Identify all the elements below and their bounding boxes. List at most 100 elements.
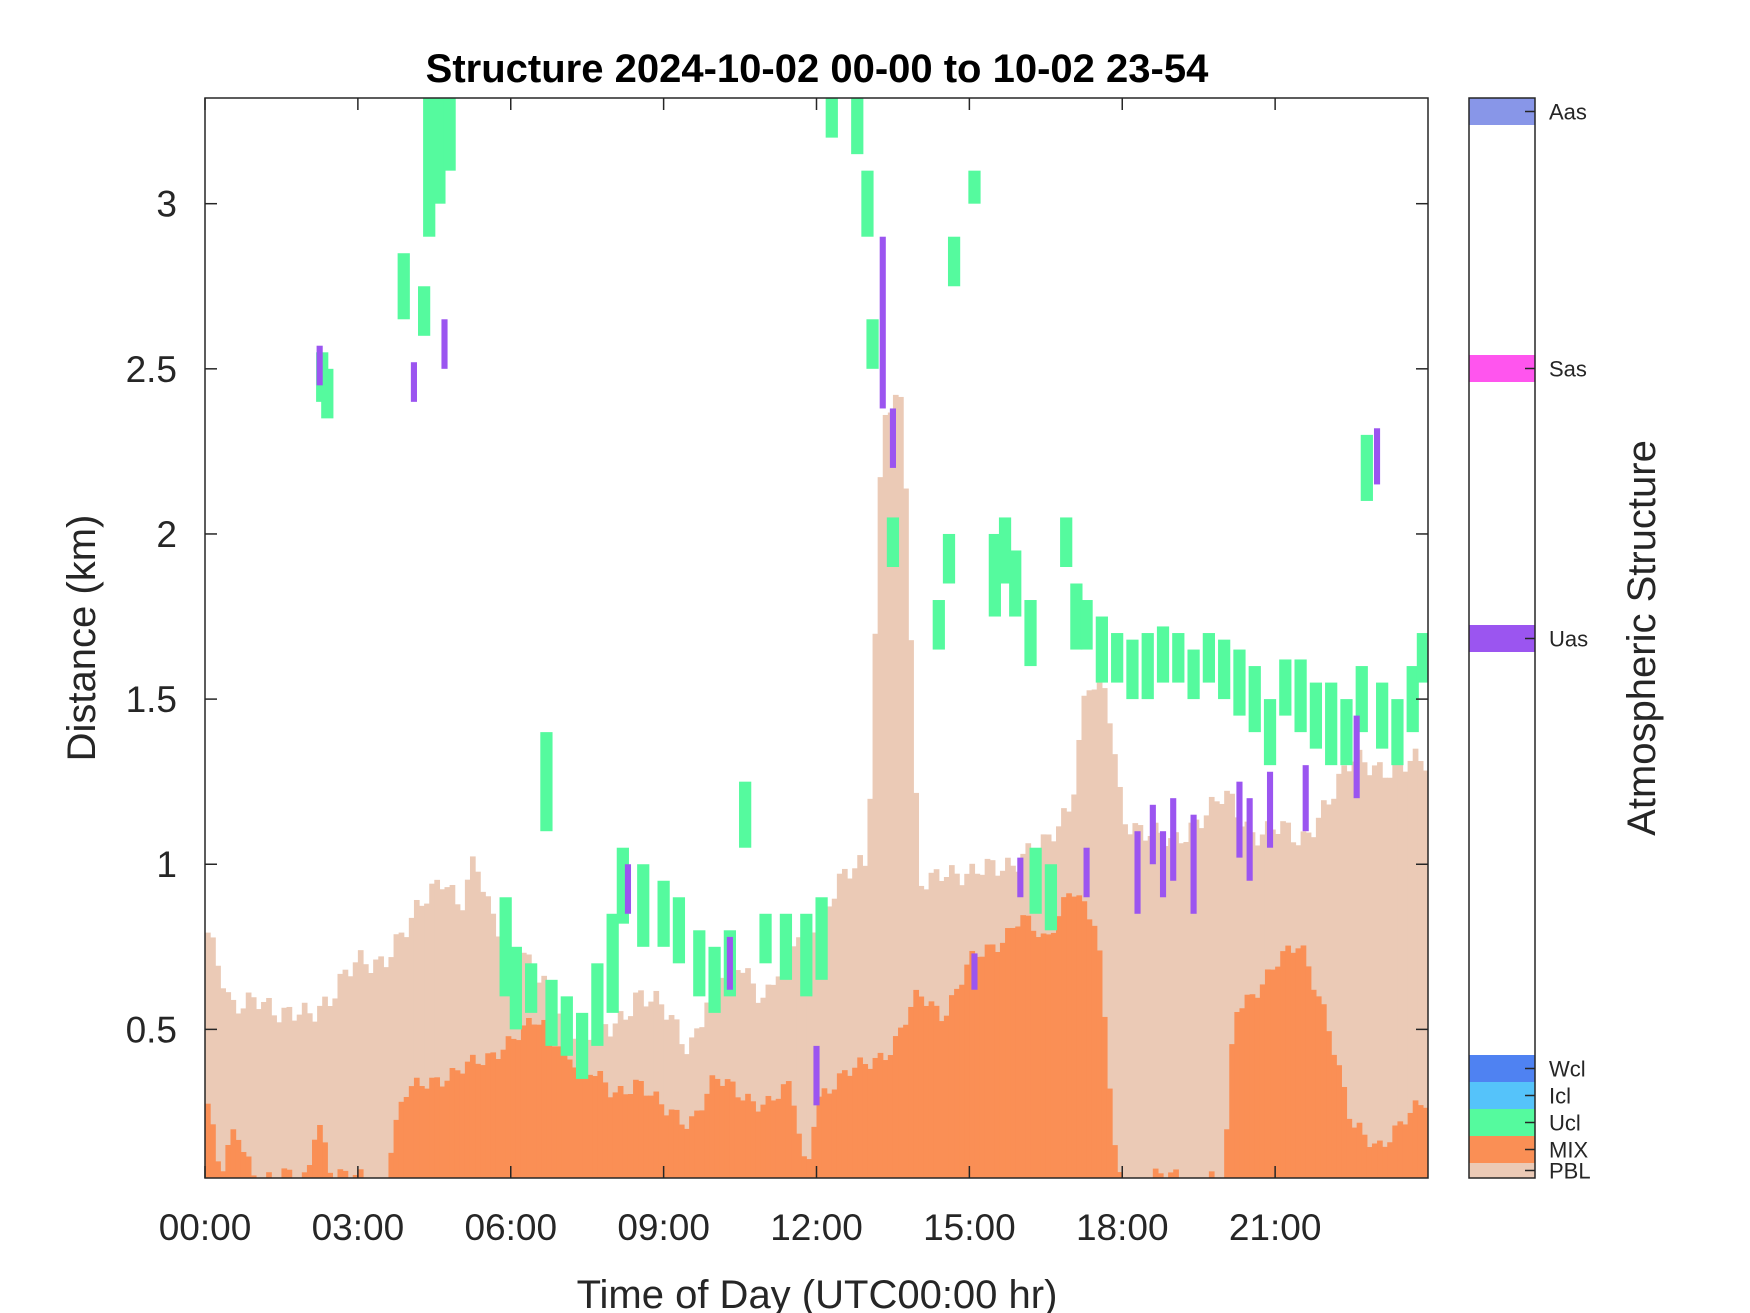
x-tick-label: 00:00 [159, 1207, 252, 1248]
ucl-cell [1263, 699, 1277, 766]
mix-column [322, 1142, 328, 1178]
pbl-column [1183, 841, 1190, 1178]
mix-column [434, 1077, 441, 1178]
colorbar-tick-label: Aas [1549, 100, 1587, 125]
mix-column [352, 1174, 359, 1178]
pbl-column [1422, 770, 1428, 1178]
pbl-column [1137, 825, 1144, 1178]
pbl-column [770, 984, 777, 1178]
mix-column [714, 1078, 721, 1178]
pbl-column [796, 937, 802, 1178]
colorbar-swatch [1469, 355, 1535, 382]
mix-column [1081, 901, 1088, 1178]
pbl-column [678, 1044, 685, 1178]
pbl-column [877, 477, 884, 1178]
mix-column [1239, 1008, 1246, 1178]
mix-column [536, 1024, 542, 1178]
pbl-column [1101, 688, 1108, 1178]
pbl-column [383, 967, 390, 1178]
ucl-cell [739, 781, 752, 848]
mix-column [607, 1097, 614, 1178]
colorbar-swatch [1469, 625, 1535, 652]
mix-column [571, 1067, 578, 1178]
pbl-column [1326, 804, 1332, 1178]
ucl-cell [1172, 633, 1185, 683]
colorbar-swatch [1469, 1109, 1535, 1136]
mix-column [704, 1093, 711, 1178]
pbl-column [806, 926, 813, 1178]
mix-column [791, 1105, 797, 1178]
x-axis-label: Time of Day (UTC00:00 hr) [577, 1273, 1058, 1313]
pbl-column [250, 997, 257, 1178]
pbl-column [775, 976, 782, 1178]
pbl-column [1219, 803, 1225, 1178]
uas-cell [1170, 798, 1177, 881]
mix-column [796, 1133, 802, 1178]
mix-column [286, 1169, 293, 1178]
pbl-column [760, 997, 767, 1178]
pbl-column [862, 865, 869, 1178]
ucl-cell [1218, 639, 1231, 700]
ucl-cell [1406, 666, 1419, 733]
mix-column [556, 1046, 563, 1178]
mix-column [1050, 932, 1057, 1178]
ucl-cell [672, 897, 686, 964]
colorbar-frame [1468, 97, 1536, 1179]
mix-column [424, 1088, 430, 1178]
ucl-cell [1156, 626, 1170, 683]
pbl-column [1142, 840, 1149, 1178]
pbl-column [892, 394, 899, 1178]
mix-column [1086, 919, 1093, 1178]
pbl-column [1122, 824, 1128, 1178]
mix-column [210, 1124, 216, 1178]
pbl-column [281, 1007, 288, 1178]
pbl-column [913, 792, 920, 1178]
mix-column [312, 1139, 318, 1178]
pbl-column [393, 934, 400, 1178]
pbl-column [1392, 760, 1399, 1178]
pbl-column [327, 1006, 333, 1178]
pbl-column [740, 972, 746, 1178]
mix-column [413, 1077, 420, 1178]
mix-column [1224, 1129, 1230, 1178]
pbl-column [729, 955, 736, 1178]
pbl-column [801, 920, 807, 1178]
mix-column [444, 1080, 451, 1178]
pbl-column [475, 871, 481, 1178]
ucl-cell [1202, 633, 1215, 683]
mix-column [1320, 1004, 1327, 1178]
pbl-column [480, 891, 486, 1178]
mix-column [938, 1021, 945, 1178]
mix-column [587, 1074, 593, 1178]
mix-column [755, 1111, 762, 1178]
mix-column [1244, 994, 1251, 1178]
uas-cell [1134, 831, 1141, 914]
ucl-cell [540, 732, 553, 832]
mix-column [638, 1081, 644, 1178]
ucl-cell [545, 979, 558, 1046]
mix-column [1366, 1147, 1373, 1178]
ucl-cell [1044, 864, 1058, 931]
mix-column [847, 1075, 853, 1178]
pbl-column [1234, 817, 1241, 1178]
pbl-column [332, 998, 339, 1178]
ucl-cell [988, 533, 1001, 617]
pbl-column [836, 873, 843, 1178]
y-tick-label: 1 [156, 844, 177, 885]
pbl-column [724, 960, 731, 1178]
y-tick-label: 0.5 [126, 1009, 177, 1050]
mix-column [1305, 966, 1312, 1178]
pbl-column [1203, 815, 1210, 1178]
mix-column [785, 1081, 792, 1178]
mix-column [780, 1084, 787, 1178]
mix-column [301, 1172, 308, 1178]
mix-column [658, 1104, 665, 1178]
mix-column [520, 1025, 527, 1178]
mix-column [999, 942, 1006, 1178]
pbl-column [1224, 790, 1230, 1178]
mix-column [1152, 1168, 1159, 1178]
mix-column [948, 995, 955, 1178]
pbl-column [898, 396, 904, 1178]
pbl-column [1356, 749, 1363, 1178]
pbl-column [1351, 761, 1358, 1178]
